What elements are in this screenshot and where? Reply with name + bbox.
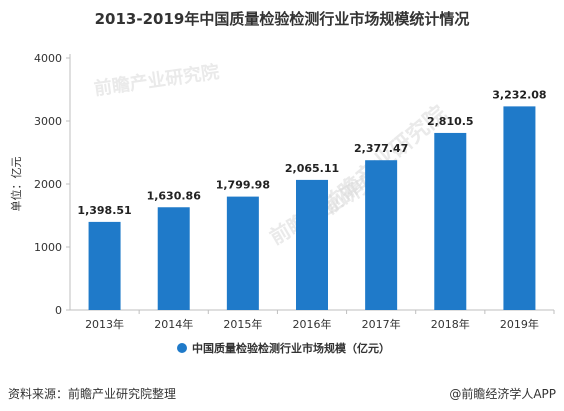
bar-2013年 [88, 221, 121, 310]
legend-marker [177, 343, 187, 353]
y-tick-label: 1000 [34, 241, 62, 254]
brand-credit: @前瞻经济学人APP [449, 387, 556, 401]
y-tick-label: 3000 [34, 115, 62, 128]
x-tick-label: 2016年 [293, 317, 332, 331]
x-tick-label: 2013年 [85, 317, 124, 331]
data-label: 1,398.51 [77, 204, 131, 217]
x-tick-label: 2018年 [431, 317, 470, 331]
legend: 中国质量检验检测行业市场规模（亿元） [177, 341, 390, 355]
bar-2019年 [503, 106, 536, 310]
bar-2016年 [296, 179, 328, 310]
x-tick-label: 2017年 [362, 317, 401, 331]
bar-2015年 [226, 196, 259, 310]
data-label: 3,232.08 [492, 88, 546, 101]
watermark-1: 前瞻产业研究院 [93, 61, 221, 100]
data-label: 2,065.11 [285, 162, 339, 175]
x-tick-label: 2014年 [154, 317, 193, 331]
labels-layer: 2013年 1,398.51 2014年 1,630.86 2015年 1,799.98 2… [77, 88, 546, 331]
y-tick-label: 2000 [34, 178, 62, 191]
axes-layer: 0 1000 2000 3000 4000 单位：亿元 [9, 52, 555, 317]
data-label: 1,799.98 [216, 179, 270, 192]
bar-2017年 [365, 160, 398, 310]
y-tick-label: 0 [55, 304, 62, 317]
source-note: 资料来源：前瞻产业研究院整理 [8, 387, 177, 401]
y-axis-label: 单位：亿元 [9, 157, 23, 212]
legend-label: 中国质量检验检测行业市场规模（亿元） [192, 341, 390, 355]
chart-title: 2013-2019年中国质量检验检测行业市场规模统计情况 [94, 10, 470, 28]
bars-layer [88, 106, 536, 310]
data-label: 1,630.86 [147, 189, 202, 202]
x-tick-label: 2019年 [500, 317, 539, 331]
y-tick-label: 4000 [34, 52, 62, 65]
bar-2014年 [157, 207, 190, 310]
data-label: 2,377.47 [354, 142, 408, 155]
data-label: 2,810.5 [427, 115, 474, 128]
x-tick-label: 2015年 [223, 317, 262, 331]
bar-2018年 [434, 132, 467, 310]
